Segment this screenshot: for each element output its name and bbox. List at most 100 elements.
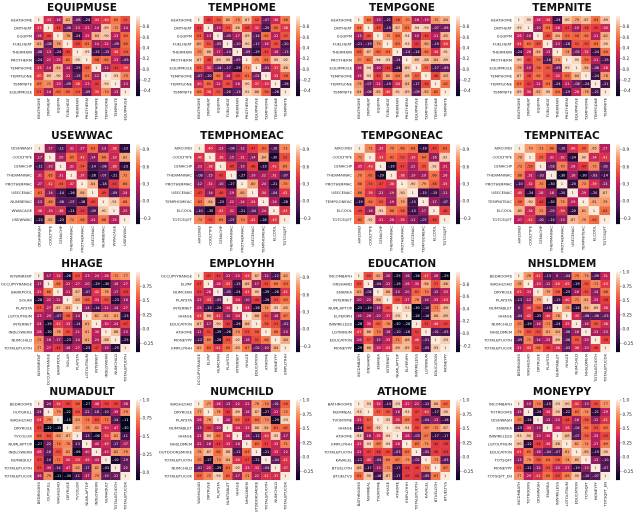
heatmap-cell	[440, 56, 451, 65]
heatmap-cell	[590, 408, 601, 417]
colorbar-segment	[136, 316, 140, 319]
heatmap-cell-label: .13	[196, 426, 201, 430]
heatmap-cell	[363, 64, 374, 73]
heatmap-cell-label: .47	[366, 450, 371, 454]
colorbar-segment	[616, 54, 620, 57]
heatmap-cell	[62, 80, 73, 89]
column-label: COOLTYPE	[367, 225, 372, 245]
colorbar-segment	[456, 472, 460, 475]
heatmap-cell	[402, 88, 412, 97]
heatmap-cell-label: .88	[225, 450, 230, 454]
row-label: INTERNET	[173, 305, 193, 310]
heatmap-cell	[373, 312, 383, 321]
heatmap-cell	[194, 296, 204, 305]
heatmap-cell	[261, 344, 271, 353]
heatmap-cell-label: -.10	[394, 330, 401, 334]
heatmap-cell-label: .40	[94, 442, 99, 446]
heatmap-cell-label: .58	[535, 66, 540, 70]
colorbar-segment	[136, 410, 140, 413]
heatmap-cell	[194, 72, 204, 81]
column-label: TOTSQFT_EN	[603, 482, 608, 508]
heatmap-cell-label: -.11	[122, 418, 129, 422]
heatmap-cell-label: .62	[442, 82, 447, 86]
heatmap-cell-label: .63	[385, 50, 390, 54]
heatmap-title: EDUCATION	[368, 258, 436, 270]
heatmap-cell-label: -.24	[573, 306, 580, 310]
heatmap-cell	[599, 206, 611, 216]
heatmap-cell	[373, 88, 383, 97]
colorbar-segment	[456, 330, 460, 333]
heatmap-cell	[251, 288, 262, 297]
heatmap-cell-label: .45	[65, 50, 70, 54]
heatmap-cell-label: -.05	[215, 298, 222, 302]
heatmap-title: TEMPHOMEAC	[200, 130, 284, 142]
heatmap-cell-label: .26	[366, 314, 371, 318]
heatmap-cell	[514, 16, 524, 25]
heatmap-cell	[242, 24, 252, 33]
heatmap-cell	[270, 344, 281, 353]
heatmap-cell	[600, 400, 611, 409]
colorbar-segment	[136, 412, 140, 415]
heatmap-cell	[194, 272, 204, 281]
heatmap-cell	[261, 48, 271, 57]
heatmap-cell-label: -.23	[36, 218, 43, 222]
colorbar-segment	[616, 444, 620, 447]
heatmap-cell-label: .38	[58, 209, 63, 213]
heatmap-cell	[43, 64, 54, 73]
heatmap-cell-label: .43	[282, 209, 287, 213]
heatmap-cell-label: 1	[415, 322, 417, 326]
heatmap-cell-label: .41	[215, 314, 220, 318]
colorbar-segment	[456, 220, 460, 223]
colorbar-segment	[616, 296, 620, 299]
colorbar-segment	[616, 334, 620, 337]
heatmap-cell-label: .56	[84, 66, 89, 70]
heatmap-cell-label: 1	[561, 182, 563, 186]
colorbar-segment	[456, 300, 460, 303]
heatmap-cell	[251, 320, 262, 329]
heatmap-cell	[194, 328, 204, 337]
colorbar-segment	[616, 74, 620, 77]
heatmap-cell-label: .17	[46, 274, 51, 278]
heatmap-cell	[556, 197, 568, 207]
heatmap-cell	[232, 88, 243, 97]
colorbar-segment	[616, 400, 620, 403]
heatmap-cell-label: .13	[545, 418, 550, 422]
column-label: OUTGRILL	[46, 481, 51, 501]
heatmap-cell-label: .13	[84, 434, 89, 438]
heatmap-cell-label: -.14	[253, 34, 260, 38]
heatmap-cell-label: .13	[74, 442, 79, 446]
heatmap-cell-label: .70	[239, 218, 244, 222]
heatmap-cell-label: .76	[55, 42, 60, 46]
heatmap-cell-label: .44	[581, 164, 586, 168]
heatmap-cell-label: .64	[356, 26, 361, 30]
heatmap-cell-label: .27	[37, 182, 42, 186]
heatmap-cell	[542, 40, 553, 49]
heatmap-cell-label: .52	[103, 298, 108, 302]
heatmap-cell-label: .48	[535, 442, 540, 446]
colorbar-segment	[296, 146, 300, 149]
colorbar-tick-label: 0.0	[623, 455, 630, 460]
colorbar-segment	[136, 434, 140, 437]
heatmap-cell	[364, 152, 376, 162]
heatmap-cell-label: .93	[103, 82, 108, 86]
colorbar-segment	[616, 174, 620, 177]
heatmap-cell-label: -.14	[548, 218, 555, 222]
heatmap-cell-label: -.24	[35, 58, 42, 62]
heatmap-cell	[280, 280, 291, 289]
heatmap-cell	[581, 448, 591, 457]
column-label: INTERNET	[94, 353, 99, 373]
heatmap-cell	[375, 206, 387, 216]
heatmap-cell-label: -.14	[74, 322, 81, 326]
colorbar-segment	[296, 94, 300, 97]
heatmap-cell	[72, 448, 83, 457]
heatmap-cell-label: 1	[582, 200, 584, 204]
heatmap-cell-label: .46	[206, 58, 211, 62]
heatmap-cell	[82, 16, 92, 25]
colorbar-segment	[616, 192, 620, 195]
heatmap-cell-label: -.22	[525, 442, 532, 446]
heatmap-cell	[354, 215, 365, 225]
colorbar-segment	[616, 206, 620, 209]
heatmap-cell-label: .94	[385, 434, 390, 438]
heatmap-cell-label: 1	[124, 218, 126, 222]
